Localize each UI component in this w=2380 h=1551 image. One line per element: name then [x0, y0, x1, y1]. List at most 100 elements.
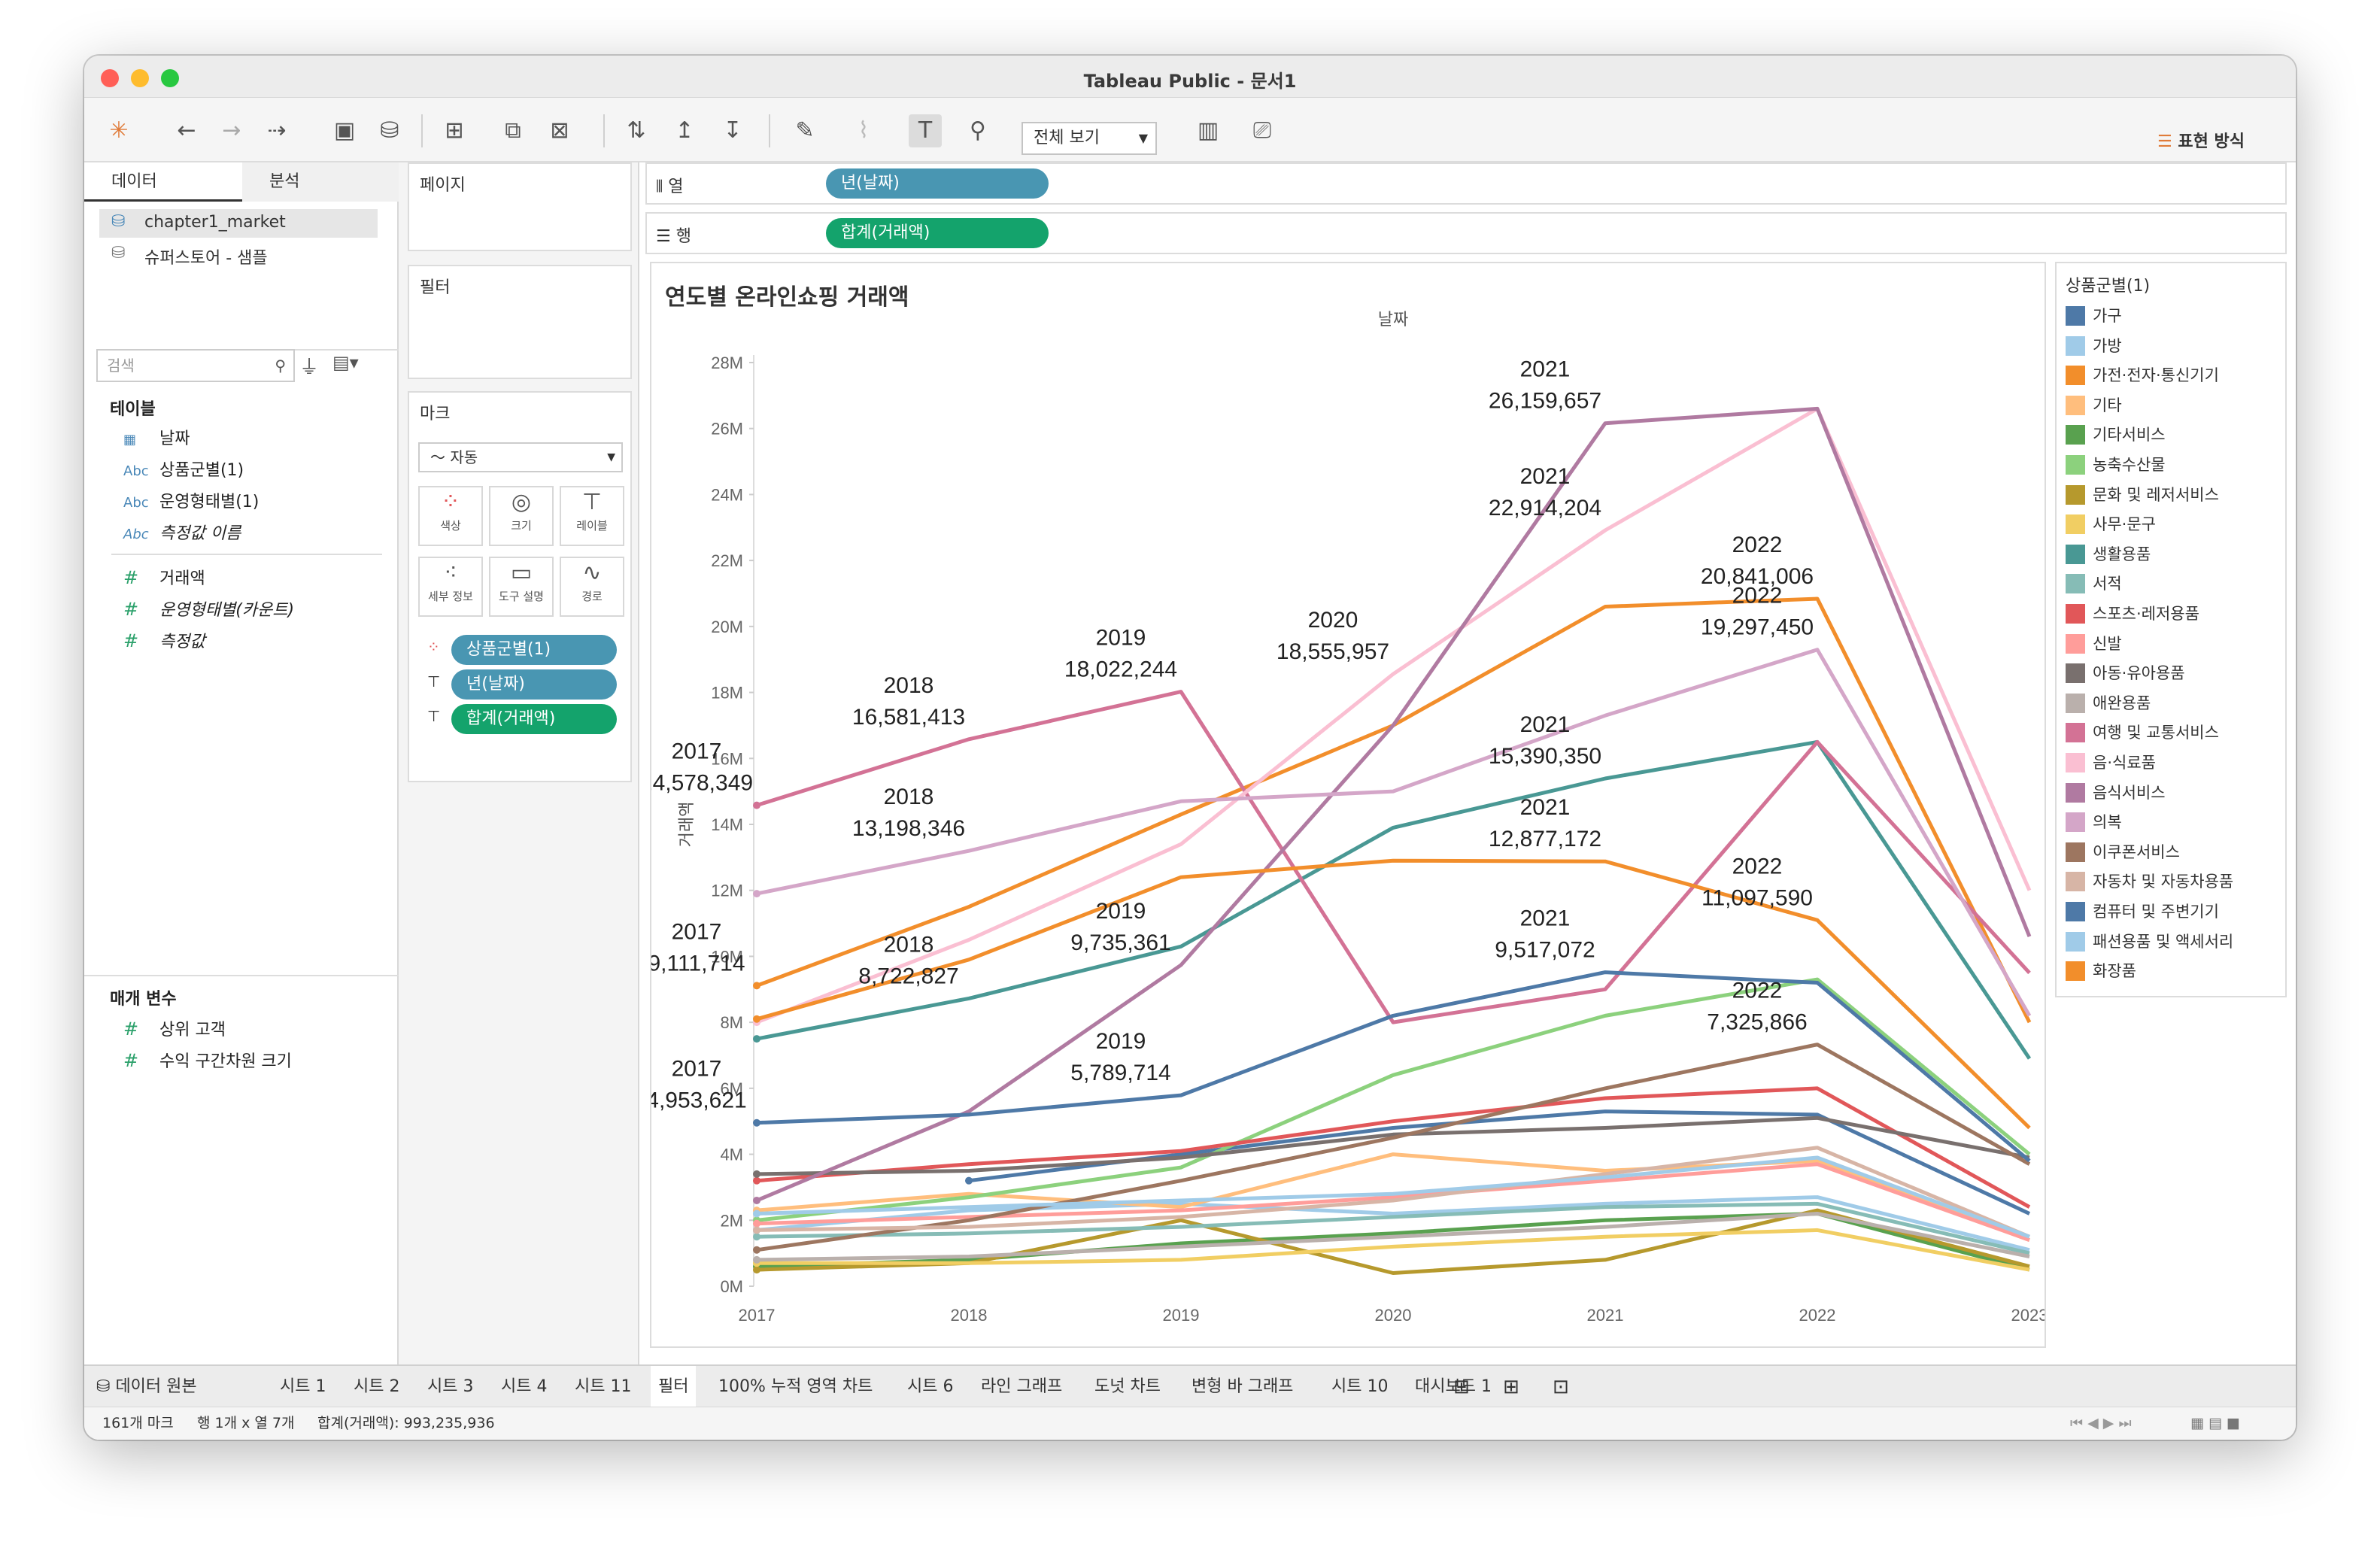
sheet-tab[interactable]: 시트 1: [280, 1377, 326, 1396]
presentation-mode-icon[interactable]: ⎚: [1253, 117, 1271, 144]
swap-rows-columns-icon[interactable]: ⇅: [627, 117, 646, 144]
legend-item[interactable]: 의복: [2066, 807, 2122, 837]
legend-item[interactable]: 음식서비스: [2066, 778, 2166, 808]
show-mark-labels-icon[interactable]: T: [909, 114, 942, 147]
new-worksheet-icon[interactable]: ⊞: [445, 117, 464, 144]
tab-data[interactable]: 데이터: [84, 162, 242, 202]
field-transaction-amount[interactable]: # 거래액: [123, 564, 205, 591]
columns-shelf[interactable]: ⫴ 열 년(날짜): [645, 162, 2287, 205]
pill-label-sum[interactable]: 합계(거래액): [451, 704, 617, 734]
minimize-window-button[interactable]: [131, 69, 149, 87]
zoom-window-button[interactable]: [161, 69, 179, 87]
datasource-item-selected[interactable]: ⛁ chapter1_market: [99, 209, 378, 238]
sort-ascending-icon[interactable]: ↥: [675, 117, 694, 144]
legend-item[interactable]: 가전·전자·통신기기: [2066, 360, 2219, 390]
view-options-icon[interactable]: ▤▾: [332, 352, 359, 373]
search-input[interactable]: 검색 ⚲: [96, 349, 295, 382]
group-members-icon[interactable]: ⌇: [858, 117, 870, 144]
pill-label-year[interactable]: 년(날짜): [451, 669, 617, 700]
save-icon[interactable]: ▣: [333, 117, 356, 144]
legend-item[interactable]: 서적: [2066, 569, 2122, 599]
legend-item[interactable]: 기타: [2066, 390, 2122, 420]
field-operation-count[interactable]: # 운영형태별(카운트): [123, 596, 294, 623]
new-worksheet-tab-icon[interactable]: ⊞: [1453, 1376, 1470, 1398]
legend-item[interactable]: 컴퓨터 및 주변기기: [2066, 897, 2219, 927]
pages-shelf[interactable]: 페이지: [408, 162, 632, 251]
field-date[interactable]: ▦ 날짜: [123, 426, 190, 453]
legend-item[interactable]: 스포츠·레저용품: [2066, 599, 2199, 629]
legend-item[interactable]: 패션용품 및 액세서리: [2066, 927, 2233, 957]
legend-item[interactable]: 가방: [2066, 331, 2122, 361]
sheet-tab[interactable]: 시트 10: [1331, 1377, 1389, 1396]
filter-icon[interactable]: ⏚: [299, 357, 320, 379]
tableau-logo-icon[interactable]: ✳: [109, 117, 129, 144]
highlight-icon[interactable]: ✎: [795, 117, 815, 144]
layout-grid-icon[interactable]: ▦ ▤ ■: [2190, 1415, 2240, 1431]
back-icon[interactable]: ←: [177, 117, 196, 144]
sheet-tab[interactable]: 필터: [651, 1366, 697, 1408]
sheet-tab[interactable]: 100% 누적 영역 차트: [718, 1377, 873, 1396]
param-bin-size[interactable]: # 수익 구간차원 크기: [123, 1047, 292, 1074]
filters-shelf[interactable]: 필터: [408, 265, 632, 379]
show-me-button[interactable]: ☰ 표현 방식: [2157, 128, 2245, 152]
legend-item[interactable]: 여행 및 교통서비스: [2066, 718, 2219, 748]
database-icon: ⛁: [111, 212, 126, 231]
size-button[interactable]: ◎ 크기: [489, 486, 554, 546]
legend-item[interactable]: 화장품: [2066, 956, 2136, 986]
x-tick-label: 2020: [1375, 1306, 1412, 1325]
forward-icon[interactable]: →: [222, 117, 241, 144]
sheet-tab[interactable]: 시트 2: [354, 1377, 400, 1396]
fix-axes-icon[interactable]: ⚲: [970, 117, 986, 144]
sheet-tab[interactable]: 라인 그래프: [981, 1377, 1063, 1396]
new-datasource-icon[interactable]: ⛁: [380, 117, 399, 144]
pill-columns-year[interactable]: 년(날짜): [826, 168, 1049, 199]
legend-item[interactable]: 기타서비스: [2066, 420, 2166, 450]
legend-item[interactable]: 사무·문구: [2066, 509, 2156, 539]
fit-view-select[interactable]: 전체 보기 ▼: [1022, 122, 1157, 155]
field-category[interactable]: Abc 상품군별(1): [123, 457, 244, 484]
legend-item[interactable]: 이쿠폰서비스: [2066, 837, 2180, 867]
new-story-tab-icon[interactable]: ⊡: [1553, 1376, 1569, 1398]
sheet-tab[interactable]: 도넛 차트: [1094, 1377, 1161, 1396]
field-measure-names[interactable]: Abc 측정값 이름: [123, 521, 241, 548]
sheet-tab[interactable]: 시트 3: [427, 1377, 474, 1396]
sort-descending-icon[interactable]: ↧: [723, 117, 742, 144]
sheet-tab[interactable]: 변형 바 그래프: [1192, 1377, 1294, 1396]
clear-sheet-icon[interactable]: ⊠: [550, 117, 569, 144]
path-button[interactable]: ∿ 경로: [560, 557, 624, 617]
legend-item[interactable]: 생활용품: [2066, 539, 2151, 569]
datasource-tab[interactable]: ⛁ 데이터 원본: [96, 1377, 197, 1396]
field-operation-type[interactable]: Abc 운영형태별(1): [123, 489, 259, 516]
mark-type-select[interactable]: 〜 자동 ▼: [418, 442, 623, 472]
sheet-tab[interactable]: 대시보드 1: [1415, 1377, 1492, 1396]
detail-button[interactable]: ⁖ 세부 정보: [418, 557, 483, 617]
tab-analysis[interactable]: 분석: [242, 162, 399, 202]
datasource-item[interactable]: ⛁ 슈퍼스토어 - 샘플: [99, 241, 378, 269]
new-dashboard-tab-icon[interactable]: ⊞: [1503, 1376, 1519, 1398]
duplicate-sheet-icon[interactable]: ⧉: [505, 117, 521, 144]
color-button[interactable]: ⁘ 색상: [418, 486, 483, 546]
close-window-button[interactable]: [101, 69, 119, 87]
legend-item[interactable]: 가구: [2066, 301, 2122, 331]
label-button[interactable]: ⊤ 레이블: [560, 486, 624, 546]
page-nav-icon[interactable]: ⏮ ◀ ▶ ⏭: [2070, 1415, 2132, 1431]
rows-shelf[interactable]: ☰ 행 합계(거래액): [645, 212, 2287, 254]
legend-item[interactable]: 신발: [2066, 629, 2122, 659]
param-top-customers[interactable]: # 상위 고객: [123, 1015, 226, 1043]
sheet-tab[interactable]: 시트 6: [907, 1377, 954, 1396]
legend-item[interactable]: 자동차 및 자동차용품: [2066, 867, 2233, 897]
show-cards-icon[interactable]: ▥: [1197, 117, 1219, 144]
pill-color-category[interactable]: 상품군별(1): [451, 635, 617, 665]
redo-dropdown-icon[interactable]: ⇢: [267, 117, 287, 144]
tooltip-button[interactable]: ▭ 도구 설명: [489, 557, 554, 617]
pill-rows-sum[interactable]: 합계(거래액): [826, 218, 1049, 248]
legend-item[interactable]: 애완용품: [2066, 688, 2151, 718]
legend-item[interactable]: 음·식료품: [2066, 748, 2156, 778]
legend-item[interactable]: 문화 및 레저서비스: [2066, 480, 2219, 510]
legend-item[interactable]: 아동·유아용품: [2066, 658, 2185, 688]
sheet-tab[interactable]: 시트 4: [501, 1377, 548, 1396]
sheet-tab[interactable]: 시트 11: [575, 1377, 632, 1396]
field-measure-values[interactable]: # 측정값: [123, 627, 205, 654]
legend-item[interactable]: 농축수산물: [2066, 450, 2166, 480]
